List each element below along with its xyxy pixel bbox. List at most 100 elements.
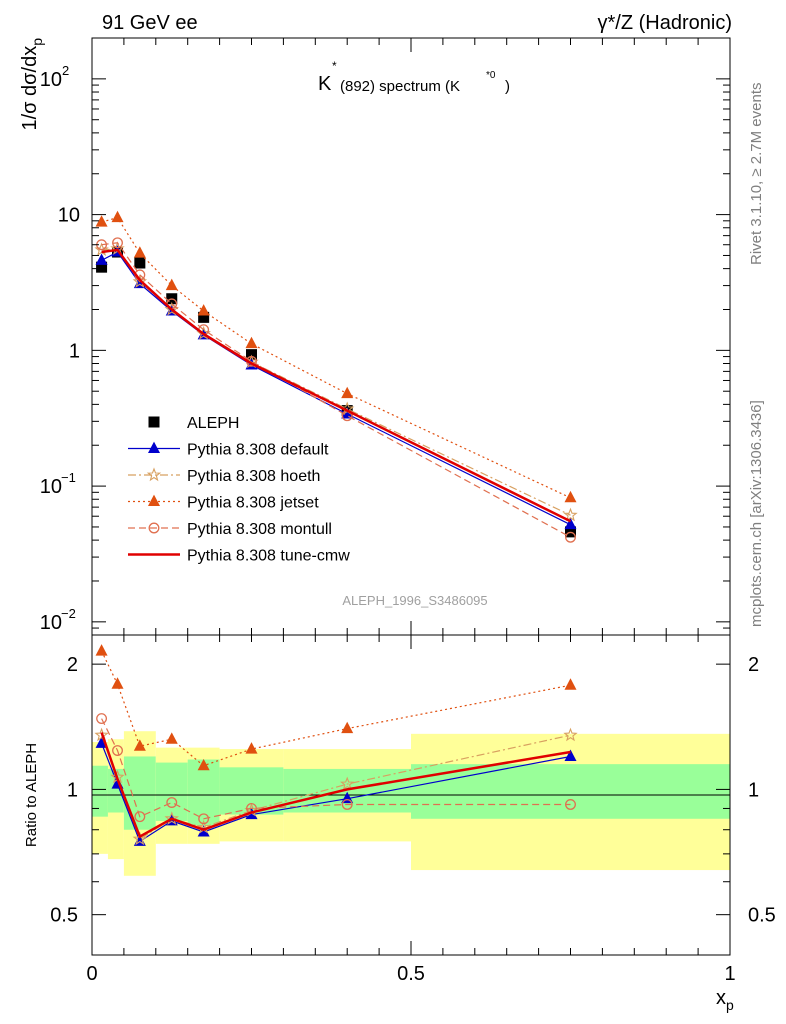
ratio-data-point [341,799,353,810]
main-data-point [565,531,576,543]
ratio-series-pythia-8-308-jetset [95,644,577,771]
ratio-y-tick-label-left: 1 [67,779,78,801]
ratio-data-point [134,811,146,823]
ratio-series-line [101,650,571,767]
x-tick-label: 0.5 [397,963,425,985]
title-end: ) [505,78,510,95]
main-y-tick-label: 10 [58,205,80,227]
legend-label: Pythia 8.308 default [187,442,329,459]
ratio-data-point [133,739,146,751]
main-data-point [111,210,124,223]
main-data-point [197,304,210,316]
main-data-point [112,237,123,249]
legend-marker [148,441,160,453]
main-y-tick-label: 10 2 [40,63,69,91]
ratio-plot-panel: 0.5 0.5 1 1 2 2 0 0.5 1 Ratio to ALEPH xp [23,634,776,1013]
main-title: K * (892) spectrum (K *0 ) [318,59,510,95]
main-y-tick-label: 1 [69,340,80,362]
ratio-y-axis-label: Ratio to ALEPH [23,743,40,847]
ratio-data-point [198,813,210,825]
main-data-point [564,517,577,530]
ratio-data-point [341,721,354,734]
legend-label: Pythia 8.308 tune-cmw [187,548,350,565]
ratio-data-point [112,745,123,756]
legend: ALEPH Pythia 8.308 default Pythia 8.308 ho… [128,415,350,565]
main-data-point [96,261,108,273]
ratio-band-inner [92,765,108,817]
main-data-point [245,336,258,349]
title-sup2: *0 [486,70,496,81]
main-series-aleph [96,246,576,538]
ratio-data-point [132,831,148,846]
main-data-point [341,386,354,399]
main-data-point [198,311,210,323]
main-series-line [101,216,571,499]
main-series-pythia-8-308-montull [96,237,576,543]
main-y-tick-label: 10 −1 [40,470,76,498]
ratio-data-point [111,677,124,689]
main-y-tick-base: 10 [40,476,62,498]
ratio-data-point [166,797,178,808]
legend-item: ALEPH [148,415,239,432]
ratio-data-point [197,758,210,771]
title-star: * [332,59,337,73]
header-left: 91 GeV ee [102,12,198,34]
title-rest: (892) spectrum (K [340,78,460,95]
main-data-point [95,215,108,227]
main-y-tick-value: 10 [58,205,80,227]
main-series-pythia-8-308-jetset [95,210,577,503]
ratio-series-pythia-8-308-tune-cmw [100,732,571,839]
main-data-point [133,246,146,258]
main-data-point [165,278,178,291]
main-series-line [101,248,572,523]
title-k: K [318,73,332,95]
ratio-band-inner [155,762,188,821]
ratio-y-tick-label-right: 1 [748,779,759,801]
ratio-series-line [100,732,571,839]
ratio-band-inner [123,756,156,830]
x-axis-label: xp [716,987,734,1013]
main-series-line [101,242,571,538]
legend-item: Pythia 8.308 jetset [128,495,319,512]
legend-marker [148,494,160,506]
main-data-point [132,274,148,288]
ratio-data-point [564,678,577,690]
main-series-line [101,251,571,526]
ratio-data-point [563,727,578,742]
ratio-y-tick-label-right: 2 [748,654,759,676]
side-events-text: Rivet 3.1.10, ≥ 2.7M events [748,83,765,266]
main-data-point [134,257,146,269]
main-y-tick-exponent: 2 [62,63,69,78]
main-data-point [563,507,578,522]
main-y-tick-value: 1 [69,340,80,362]
main-series-pythia-8-308-hoeth [94,241,578,522]
ratio-data-point [96,713,108,725]
main-data-point [341,407,354,419]
main-frame [91,37,731,636]
ratio-data-point [565,799,576,810]
legend-marker [146,467,162,482]
legend-item: Pythia 8.308 hoeth [128,467,320,485]
ratio-data-point [165,732,178,744]
legend-label: Pythia 8.308 hoeth [187,468,320,485]
legend-item: Pythia 8.308 tune-cmw [128,548,350,565]
side-source-text: mcplots.cern.ch [arXiv:1306.3436] [748,400,765,627]
ratio-series-pythia-8-308-montull [96,713,576,825]
main-y-tick-base: 10 [40,69,62,91]
main-y-tick-base: 10 [40,612,62,634]
ratio-y-tick-label-left: 0.5 [50,905,78,927]
legend-marker [148,416,160,428]
legend-label: Pythia 8.308 montull [187,521,332,538]
ratio-data-point [564,749,577,761]
ratio-series-line [101,718,571,820]
x-tick-label: 0 [86,963,97,985]
header-right: γ*/Z (Hadronic) [598,12,732,34]
main-data-point [564,490,577,503]
legend-label: Pythia 8.308 jetset [187,495,319,512]
x-tick-label: 1 [724,963,735,985]
ratio-y-tick-label-right: 0.5 [748,905,776,927]
ratio-data-point [340,776,355,791]
main-y-tick-exponent: −2 [61,606,76,621]
